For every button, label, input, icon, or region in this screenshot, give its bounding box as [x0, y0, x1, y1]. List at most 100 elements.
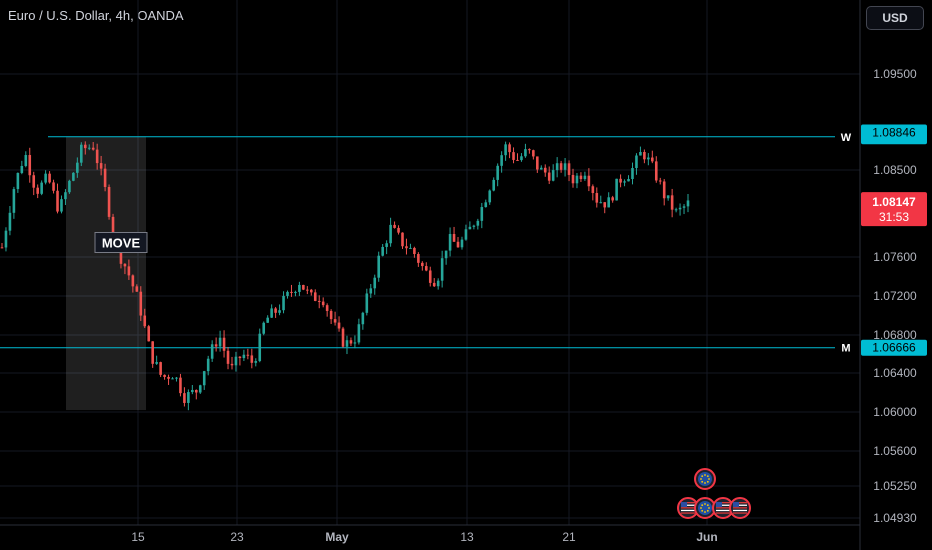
candle-body — [282, 295, 285, 311]
candle-body — [417, 254, 420, 263]
candle-body — [250, 355, 254, 363]
candle-body — [72, 172, 75, 181]
candle-body — [270, 308, 273, 318]
candle-body — [159, 362, 162, 375]
eu-flag-star — [704, 474, 706, 476]
candle-body — [583, 175, 587, 180]
time-tick-label: Jun — [696, 530, 717, 544]
candle-body — [68, 180, 71, 193]
candle-body — [393, 224, 396, 228]
last-price-tag — [861, 192, 927, 227]
candle-body — [214, 344, 218, 347]
candle-body — [413, 247, 416, 255]
move-annotation-box[interactable] — [94, 232, 148, 253]
us-flag-stripe — [716, 509, 730, 512]
candle-body — [40, 182, 43, 194]
candle-body — [131, 275, 135, 287]
candle-body — [504, 144, 507, 156]
candle-body — [682, 206, 686, 208]
time-tick-label: 15 — [131, 530, 145, 544]
candle-body — [528, 149, 531, 151]
candle-body — [179, 377, 182, 394]
candle-body — [643, 151, 646, 160]
candle-body — [432, 282, 436, 287]
candle-body — [222, 337, 226, 351]
candle-body — [238, 356, 242, 359]
candle-body — [389, 224, 392, 244]
candle-body — [666, 195, 670, 199]
candle-body — [559, 163, 563, 170]
candle-body — [500, 155, 503, 166]
candle-body — [365, 293, 369, 313]
us-flag-canton — [716, 502, 722, 507]
eu-flag-star — [701, 475, 704, 478]
candle-body — [294, 291, 297, 293]
candle-body — [611, 197, 614, 201]
candle-body — [480, 207, 484, 221]
candle-body — [290, 291, 293, 293]
candle-body — [195, 389, 198, 393]
candle-body — [341, 328, 345, 347]
level-line-label: W — [841, 132, 852, 144]
price-tick-label: 1.06400 — [873, 366, 917, 380]
level-m-price-label: 1.06666 — [872, 341, 916, 355]
candle-body — [91, 147, 95, 150]
candle-body — [286, 291, 289, 296]
candle-body — [361, 312, 365, 325]
candle-body — [309, 289, 313, 293]
candle-body — [242, 354, 246, 359]
candle-body — [635, 155, 638, 169]
candle-body — [187, 392, 190, 403]
eu-flag-star — [700, 507, 702, 509]
candle-body — [127, 266, 131, 276]
level-w-price-label: 1.08846 — [872, 125, 916, 139]
candle-body — [516, 159, 519, 161]
candle-body — [28, 155, 32, 176]
candle-body — [409, 247, 412, 249]
candle-body — [536, 156, 539, 170]
candle-body — [302, 284, 305, 290]
price-tick-label: 1.09500 — [873, 67, 917, 81]
candle-body — [639, 151, 642, 156]
candle-body — [76, 162, 79, 173]
candle-body — [551, 170, 555, 181]
eu-flag-star — [701, 509, 704, 512]
currency-button[interactable]: USD — [866, 6, 924, 30]
candle-body — [369, 288, 373, 294]
candle-body — [658, 180, 662, 182]
candle-body — [0, 247, 4, 249]
time-tick-label: 23 — [230, 530, 244, 544]
candle-body — [460, 239, 464, 248]
candle-body — [468, 226, 472, 230]
move-annotation-label: MOVE — [102, 236, 141, 251]
candle-body — [175, 377, 178, 379]
candle-body — [218, 337, 222, 347]
candle-body — [80, 144, 83, 163]
candle-body — [654, 161, 658, 181]
time-tick-label: 21 — [562, 530, 576, 544]
candle-body — [385, 243, 388, 247]
candle-body — [183, 393, 186, 403]
candle-body — [262, 322, 266, 334]
candle-body — [198, 385, 202, 393]
candle-body — [325, 305, 329, 311]
candle-body — [571, 174, 575, 184]
candle-body — [258, 333, 262, 362]
candle-body — [167, 376, 170, 379]
price-tick-label: 1.07600 — [873, 250, 917, 264]
candle-body — [36, 187, 39, 194]
candle-body — [12, 189, 16, 213]
candle-body — [99, 163, 103, 169]
candle-body — [631, 168, 634, 180]
candle-body — [686, 200, 690, 207]
candle-body — [381, 246, 384, 256]
candle-body — [111, 216, 115, 235]
candle-body — [575, 175, 579, 184]
candle-body — [20, 165, 24, 173]
candle-body — [603, 202, 607, 208]
eu-flag-field — [698, 501, 712, 515]
candle-body — [123, 263, 127, 267]
us-flag-stripe — [733, 512, 747, 514]
us-flag-stripe — [681, 502, 695, 504]
